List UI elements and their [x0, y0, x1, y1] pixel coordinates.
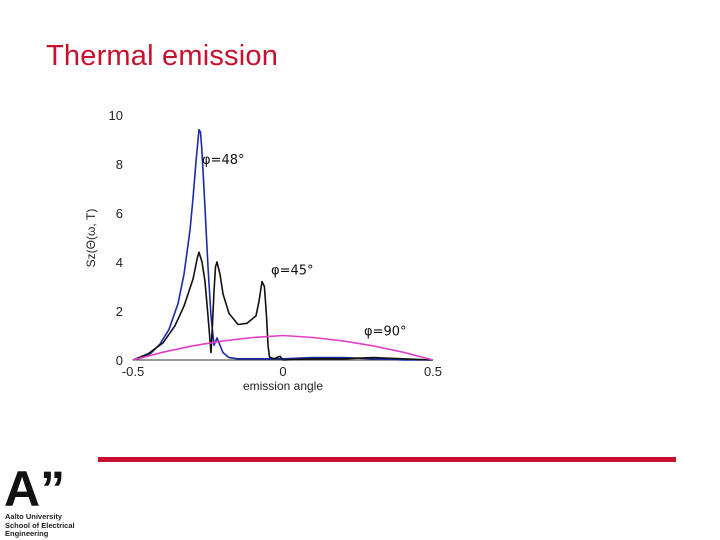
logo-line: Engineering [5, 529, 49, 539]
logo-glyph: A” [4, 462, 65, 510]
y-tick-label: 8 [116, 157, 123, 172]
annotations: φ=48° φ=45° φ=90° [202, 153, 407, 340]
logo-line: School of Electrical [5, 520, 75, 530]
x-tick-label: 0.5 [424, 364, 442, 379]
series-line-1 [132, 128, 433, 361]
x-tick-label: -0.5 [122, 364, 144, 379]
series-line-3 [132, 334, 434, 361]
y-tick-label: 2 [116, 304, 123, 319]
y-axis-label: Sz(Θ(ω, T) [84, 209, 98, 268]
aalto-logo-icon: A” [4, 462, 65, 510]
series-line-2 [132, 251, 434, 361]
logo-line: Aalto University [5, 512, 63, 521]
y-tick-label: 4 [116, 255, 123, 270]
series-annotation: φ=48° [202, 153, 245, 168]
slide-title: Thermal emission [46, 40, 279, 72]
y-tick-label: 10 [109, 108, 123, 123]
y-tick-label: 0 [116, 353, 123, 368]
series-lines [132, 128, 434, 361]
x-axis-label: emission angle [243, 379, 323, 393]
series-annotation: φ=45° [271, 263, 314, 278]
series-annotation: φ=90° [364, 325, 407, 340]
y-tick-label: 6 [116, 206, 123, 221]
institution-name: Aalto University School of Electrical En… [5, 512, 75, 539]
accent-rule [98, 457, 676, 462]
x-tick-label: 0 [279, 364, 286, 379]
